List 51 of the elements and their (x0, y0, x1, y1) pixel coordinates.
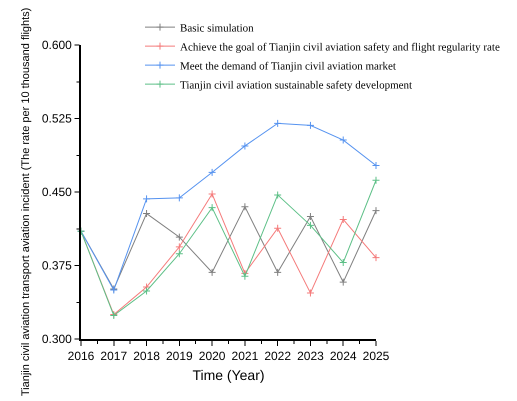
legend-label: Basic simulation (180, 22, 254, 34)
x-tick-label: 2018 (133, 349, 160, 364)
y-tick-label: 0.525 (42, 112, 72, 126)
point (175, 194, 184, 202)
legend-label: Tianjin civil aviation sustainable safety development (180, 79, 412, 92)
x-tick-label: 2024 (330, 349, 357, 364)
point (175, 242, 184, 251)
y-axis-title: Tianjin civil aviation transport aviation incident (The rate per 10 thousand flights) (20, 8, 32, 396)
point (175, 233, 184, 242)
point (274, 224, 282, 232)
x-tick-label: 2019 (166, 349, 193, 364)
x-tick-label: 2022 (264, 349, 292, 364)
point (240, 272, 249, 280)
point (306, 121, 314, 130)
point (372, 206, 380, 215)
point (208, 168, 216, 176)
point (142, 194, 151, 203)
point (208, 268, 216, 276)
y-tick-label: 0.375 (42, 258, 72, 273)
y-tick-label: 0.450 (42, 185, 72, 200)
point (274, 119, 282, 128)
point (372, 162, 380, 170)
point (306, 288, 314, 297)
x-tick-label: 2020 (198, 349, 226, 364)
point (274, 268, 282, 276)
point (240, 142, 249, 150)
legend-label: Meet the demand of Tianjin civil aviation market (180, 60, 396, 72)
x-tick-label: 2016 (68, 349, 95, 364)
point (339, 258, 348, 267)
point (339, 278, 348, 286)
point (274, 190, 282, 199)
x-tick-label: 2021 (232, 349, 259, 364)
point (142, 210, 151, 218)
point (306, 221, 314, 230)
x-tick-label: 2017 (100, 349, 128, 364)
point (208, 190, 216, 198)
y-tick-label: 0.300 (42, 332, 72, 346)
point (306, 212, 314, 220)
point (175, 250, 184, 258)
point (240, 202, 249, 211)
point (372, 254, 380, 262)
point (339, 136, 348, 144)
x-tick-label: 2025 (362, 349, 390, 364)
point (142, 286, 151, 295)
legend-label: Achieve the goal of Tianjin civil aviation safety and flight regularity rate (180, 41, 500, 54)
point (339, 215, 348, 224)
x-tick-label: 2023 (297, 349, 324, 364)
point (372, 176, 380, 184)
y-tick-label: 0.600 (42, 38, 72, 52)
point (208, 204, 216, 212)
x-axis-title: Time (Year) (192, 366, 265, 383)
